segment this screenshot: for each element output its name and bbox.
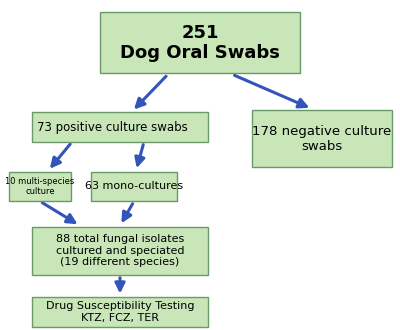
Text: Drug Susceptibility Testing
KTZ, FCZ, TER: Drug Susceptibility Testing KTZ, FCZ, TE… — [46, 301, 194, 323]
Text: 251
Dog Oral Swabs: 251 Dog Oral Swabs — [120, 23, 280, 62]
Text: 63 mono-cultures: 63 mono-cultures — [85, 182, 183, 191]
Text: 10 multi-species
culture: 10 multi-species culture — [5, 177, 75, 196]
FancyBboxPatch shape — [252, 110, 392, 168]
FancyBboxPatch shape — [32, 227, 208, 275]
Text: 73 positive culture swabs: 73 positive culture swabs — [37, 120, 188, 134]
Text: 178 negative culture
swabs: 178 negative culture swabs — [252, 125, 392, 152]
FancyBboxPatch shape — [91, 172, 177, 201]
Text: 88 total fungal isolates
cultured and speciated
(19 different species): 88 total fungal isolates cultured and sp… — [56, 234, 184, 267]
FancyBboxPatch shape — [32, 112, 208, 142]
FancyBboxPatch shape — [32, 297, 208, 327]
FancyBboxPatch shape — [100, 13, 300, 74]
FancyBboxPatch shape — [9, 172, 71, 201]
